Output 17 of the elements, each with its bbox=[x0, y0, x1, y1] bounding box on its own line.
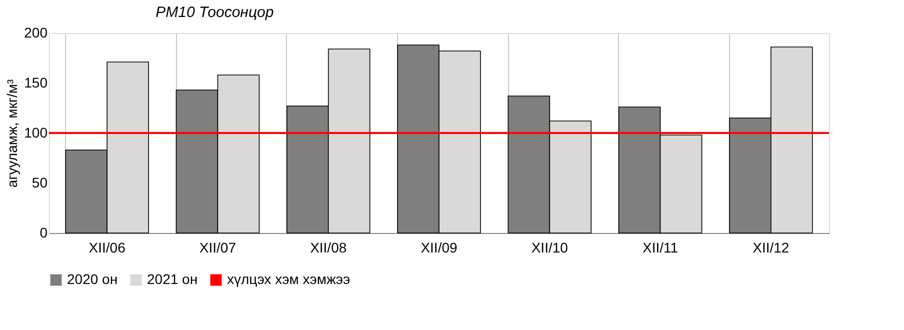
legend-label: 2020 он bbox=[67, 271, 118, 287]
x-tick-label: XII/11 bbox=[642, 240, 678, 256]
y-tick-label: 200 bbox=[24, 24, 48, 40]
x-tick-label: XII/12 bbox=[752, 240, 790, 256]
y-tick-label: 150 bbox=[24, 74, 48, 90]
x-tick-label: XII/06 bbox=[88, 240, 126, 256]
x-tick-label: XII/08 bbox=[310, 240, 347, 256]
y-axis-title: агууламж, мкг/м³ bbox=[4, 78, 20, 188]
legend-label: 2021 он bbox=[147, 271, 198, 287]
x-tick-label: XII/09 bbox=[420, 240, 458, 256]
x-tick-label: XII/10 bbox=[531, 240, 568, 256]
x-tick-label: XII/07 bbox=[199, 240, 236, 256]
y-tick-label: 0 bbox=[40, 224, 48, 240]
y-tick-label: 50 bbox=[32, 174, 48, 190]
y-tick-label: 100 bbox=[24, 124, 48, 140]
legend-label: хүлцэх хэм хэмжээ bbox=[227, 271, 350, 287]
chart-title: PM10 Тоосонцор bbox=[156, 4, 274, 21]
